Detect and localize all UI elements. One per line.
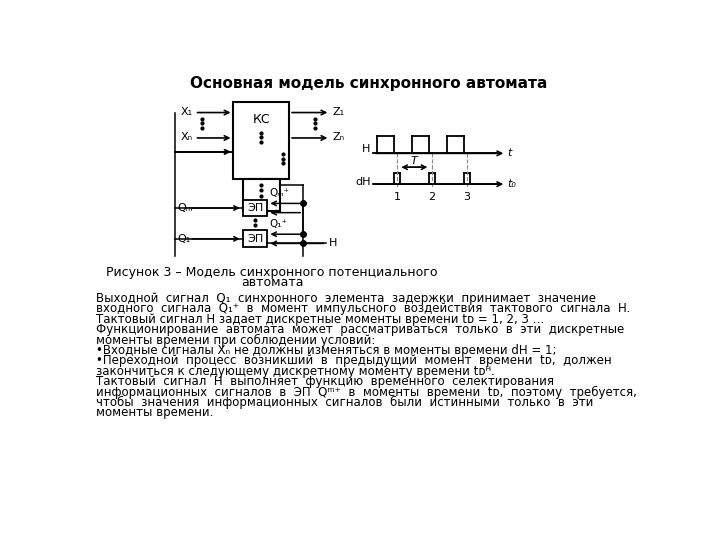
Text: X₁: X₁ <box>180 107 192 117</box>
Text: Основная модель синхронного автомата: Основная модель синхронного автомата <box>190 76 548 91</box>
Text: моменты времени.: моменты времени. <box>96 406 214 419</box>
Text: КС: КС <box>253 112 270 125</box>
Text: 3: 3 <box>463 192 470 202</box>
Bar <box>243 200 267 217</box>
Bar <box>243 231 267 247</box>
Text: H: H <box>362 145 371 154</box>
Text: •Входные сигналы Xₙ не должны изменяться в моменты времени dH = 1;: •Входные сигналы Xₙ не должны изменяться… <box>96 344 557 357</box>
Text: ЭП: ЭП <box>247 203 264 213</box>
Text: автомата: автомата <box>241 276 303 289</box>
Bar <box>243 179 280 211</box>
Text: ЭП: ЭП <box>247 234 264 244</box>
Text: dH: dH <box>355 177 371 187</box>
Text: 1: 1 <box>393 192 400 202</box>
Text: моменты времени при соблюдении условий:: моменты времени при соблюдении условий: <box>96 334 376 347</box>
Text: Z₁: Z₁ <box>333 107 345 117</box>
Text: закончиться к следующему дискретному моменту времени tᴅᴴ.: закончиться к следующему дискретному мом… <box>96 364 495 377</box>
Bar <box>233 102 289 179</box>
Text: Выходной  сигнал  Q₁  синхронного  элемента  задержки  принимает  значение: Выходной сигнал Q₁ синхронного элемента … <box>96 292 596 305</box>
Text: Функционирование  автомата  может  рассматриваться  только  в  эти  дискретные: Функционирование автомата может рассматр… <box>96 323 624 336</box>
Text: Zₙ: Zₙ <box>333 132 345 142</box>
Text: Q₁⁺: Q₁⁺ <box>269 219 287 229</box>
Text: •Переходной  процесс  возникший  в  предыдущий  момент  времени  tᴅ,  должен: •Переходной процесс возникший в предыдущ… <box>96 354 612 367</box>
Text: Q₁: Q₁ <box>178 234 191 244</box>
Text: информационных  сигналов  в  ЭП  Qᵐ⁺  в  моменты  времени  tᴅ,  поэтому  требует: информационных сигналов в ЭП Qᵐ⁺ в момен… <box>96 386 637 399</box>
Text: Qₘ: Qₘ <box>178 203 193 213</box>
Text: Тактовый  сигнал  H  выполняет  функцию  временного  селектирования: Тактовый сигнал H выполняет функцию врем… <box>96 375 554 388</box>
Text: Xₙ: Xₙ <box>180 132 192 142</box>
Text: H: H <box>329 238 337 248</box>
Text: t₀: t₀ <box>508 179 517 189</box>
Text: t: t <box>508 148 512 158</box>
Text: Тактовый сигнал H задает дискретные моменты времени tᴅ = 1, 2, 3 …: Тактовый сигнал H задает дискретные моме… <box>96 313 544 326</box>
Text: Рисунок 3 – Модель синхронного потенциального: Рисунок 3 – Модель синхронного потенциал… <box>107 266 438 279</box>
Text: чтобы  значения  информационных  сигналов  были  истинными  только  в  эти: чтобы значения информационных сигналов б… <box>96 396 593 409</box>
Text: T: T <box>411 156 418 166</box>
Text: входного  сигнала  Q₁⁺  в  момент  импульсного  воздействия  тактового  сигнала : входного сигнала Q₁⁺ в момент импульсног… <box>96 302 631 315</box>
Text: Qₘ⁺: Qₘ⁺ <box>269 188 289 198</box>
Text: 2: 2 <box>428 192 436 202</box>
